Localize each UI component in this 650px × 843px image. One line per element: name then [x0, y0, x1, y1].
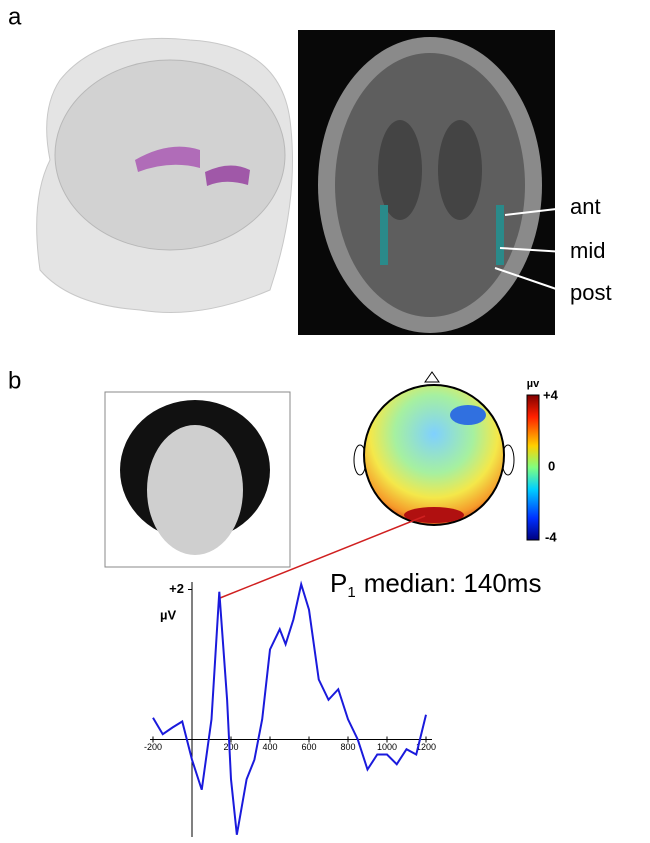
x-tick-label: 400	[262, 742, 277, 752]
x-tick-label: 200	[223, 742, 238, 752]
face-stimulus	[104, 391, 291, 568]
x-tick-label: 1000	[377, 742, 397, 752]
panel-label: a	[8, 3, 22, 30]
x-tick-label: -200	[144, 742, 162, 752]
y-tick-label: +2	[169, 581, 184, 596]
x-tick-label: 1200	[416, 742, 436, 752]
annotation: P1 median: 140ms	[330, 568, 541, 601]
mri-label: ant	[570, 194, 601, 219]
colorbar-tick: 0	[548, 458, 555, 473]
annotation-text: median: 140ms	[364, 568, 542, 598]
mri-slice	[298, 30, 566, 335]
annotation-letter: P	[330, 568, 347, 598]
connector	[219, 515, 426, 599]
erp-line	[152, 580, 427, 835]
colorbar-tick: +4	[543, 387, 559, 402]
mri-label: post	[570, 280, 612, 305]
x-tick-label: 800	[340, 742, 355, 752]
x-tick-label: 600	[301, 742, 316, 752]
brain-render	[36, 37, 293, 313]
colorbar-unit: µv	[527, 378, 540, 390]
y-axis-label: µV	[160, 607, 176, 622]
mri-label: mid	[570, 238, 605, 263]
topomap	[353, 371, 540, 541]
annotation-subscript: 1	[347, 584, 355, 601]
colorbar-tick: -4	[545, 529, 557, 544]
panel-label: b	[8, 367, 21, 394]
